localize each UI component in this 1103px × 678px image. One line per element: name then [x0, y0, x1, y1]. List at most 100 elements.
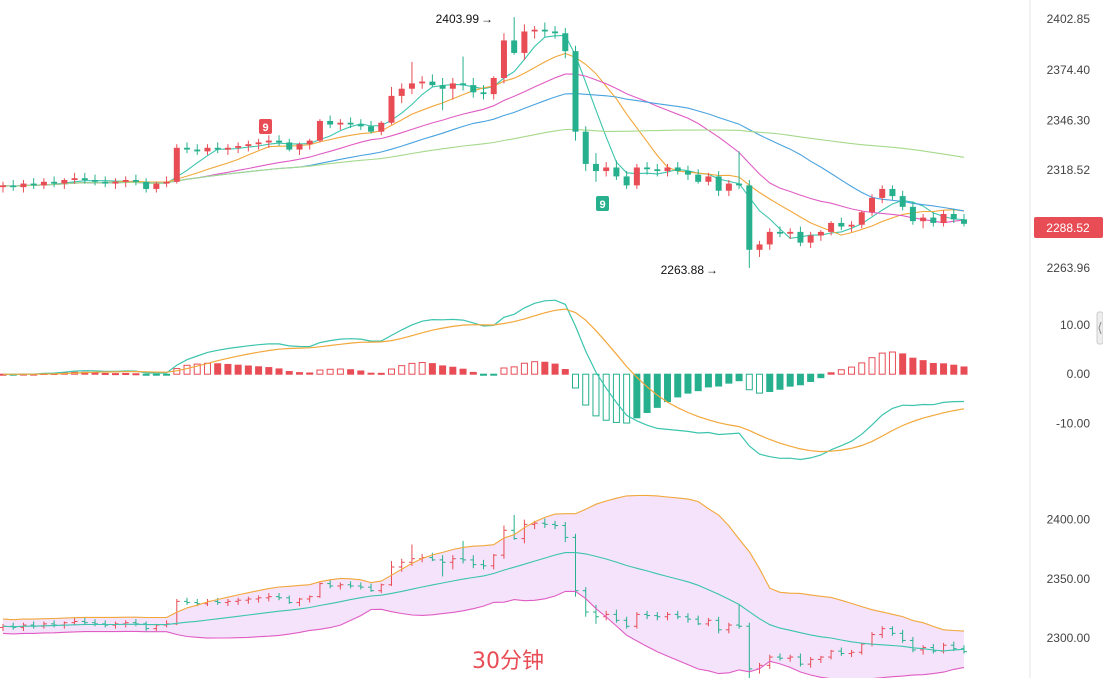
- macd-histogram-bar: [561, 369, 569, 375]
- macd-histogram-bar: [295, 372, 303, 375]
- candle-body: [112, 181, 119, 184]
- macd-line: [2, 308, 965, 453]
- candle-body: [286, 142, 293, 150]
- candle-body: [725, 183, 732, 191]
- moving-average-line: [2, 93, 965, 212]
- macd-histogram-bar: [377, 372, 385, 375]
- macd-histogram-bar: [735, 373, 743, 382]
- candle-body: [490, 78, 497, 95]
- candle-body: [572, 51, 579, 132]
- macd-histogram-bar: [490, 373, 498, 376]
- macd-histogram-bar: [899, 353, 907, 375]
- macd-histogram-bar: [868, 357, 876, 375]
- candle-body: [81, 178, 88, 180]
- candle-body: [776, 231, 783, 234]
- macd-histogram-bar: [817, 373, 825, 379]
- candle-body: [817, 231, 824, 236]
- bollinger-line: [2, 494, 965, 632]
- macd-histogram-bar: [745, 373, 753, 391]
- macd-histogram-bar: [101, 372, 109, 375]
- candle-body: [71, 178, 78, 180]
- macd-histogram-bar: [224, 363, 232, 375]
- candle-body: [30, 183, 37, 186]
- macd-histogram-bar: [684, 373, 692, 394]
- macd-histogram-bar: [694, 373, 702, 392]
- macd-histogram-bar: [674, 373, 682, 398]
- macd-histogram-bar: [326, 368, 334, 375]
- candle-body: [163, 181, 170, 184]
- candle-body: [337, 122, 344, 125]
- macd-histogram-bar: [776, 373, 784, 390]
- candle-body: [684, 171, 691, 175]
- candle-body: [0, 185, 6, 188]
- candle-body: [327, 120, 334, 125]
- candle-body: [500, 40, 507, 78]
- macd-histogram-bar: [255, 366, 263, 375]
- candle-body: [439, 85, 446, 89]
- candle-body: [562, 33, 569, 52]
- macd-histogram-bar: [183, 364, 191, 375]
- candle-body: [316, 120, 323, 141]
- macd-histogram-bar: [132, 373, 140, 376]
- y-tick-label: 0.00: [1067, 367, 1091, 381]
- macd-histogram-bar: [541, 361, 549, 375]
- macd-histogram-bar: [704, 373, 712, 388]
- price-panel: [0, 17, 967, 268]
- y-tick-label: 10.00: [1060, 318, 1090, 332]
- candle-body: [879, 188, 886, 198]
- candle-body: [920, 217, 927, 222]
- candle-body: [521, 31, 528, 53]
- bollinger-panel: [0, 494, 967, 678]
- current-price-label: 2288.52: [1046, 221, 1090, 235]
- timeframe-caption: 30分钟: [472, 649, 544, 674]
- candle-body: [408, 83, 415, 89]
- macd-histogram-bar: [878, 352, 886, 375]
- candle-body: [132, 180, 139, 182]
- macd-histogram-bar: [582, 373, 590, 406]
- candle-body: [552, 31, 559, 34]
- macd-histogram-bar: [142, 373, 150, 376]
- macd-histogram-bar: [827, 372, 835, 375]
- candle-body: [644, 167, 651, 170]
- macd-histogram-bar: [408, 362, 416, 375]
- macd-histogram-bar: [387, 368, 395, 375]
- candle-body: [480, 92, 487, 95]
- panel-handle[interactable]: [1096, 311, 1103, 345]
- macd-histogram-bar: [664, 373, 672, 403]
- candle-body: [143, 181, 150, 189]
- candle-body: [736, 183, 743, 186]
- y-tick-label: 2318.52: [1047, 163, 1091, 177]
- candle-body: [592, 163, 599, 172]
- signal-badge-down: 9: [596, 196, 609, 211]
- candle-body: [541, 29, 548, 32]
- macd-histogram-bar: [592, 373, 600, 417]
- macd-histogram-bar: [234, 364, 242, 375]
- low-price-label: 2263.88: [661, 263, 705, 277]
- y-tick-label: 2374.40: [1047, 63, 1091, 77]
- candle-body: [623, 176, 630, 186]
- macd-histogram-bar: [807, 373, 815, 382]
- candle-body: [838, 222, 845, 227]
- candle-body: [940, 214, 947, 223]
- candle-body: [40, 181, 47, 186]
- macd-histogram-bar: [715, 373, 723, 387]
- candle-body: [296, 144, 303, 150]
- candle-body: [92, 180, 99, 182]
- macd-histogram-bar: [837, 369, 845, 375]
- candle-body: [889, 188, 896, 197]
- macd-histogram-bar: [163, 373, 171, 376]
- candle-body: [828, 222, 835, 232]
- bollinger-line: [2, 552, 965, 652]
- macd-histogram-bar: [111, 373, 119, 376]
- candle-body: [276, 140, 283, 143]
- macd-histogram-bar: [316, 369, 324, 375]
- candle-body: [102, 181, 109, 184]
- macd-line: [2, 299, 965, 461]
- y-tick-label: 2350.00: [1047, 572, 1091, 586]
- candle-body: [766, 231, 773, 245]
- macd-histogram-bar: [398, 365, 406, 375]
- candle-body: [388, 95, 395, 123]
- y-tick-label: -10.00: [1056, 417, 1090, 431]
- macd-histogram-bar: [848, 366, 856, 375]
- candle-body: [582, 131, 589, 164]
